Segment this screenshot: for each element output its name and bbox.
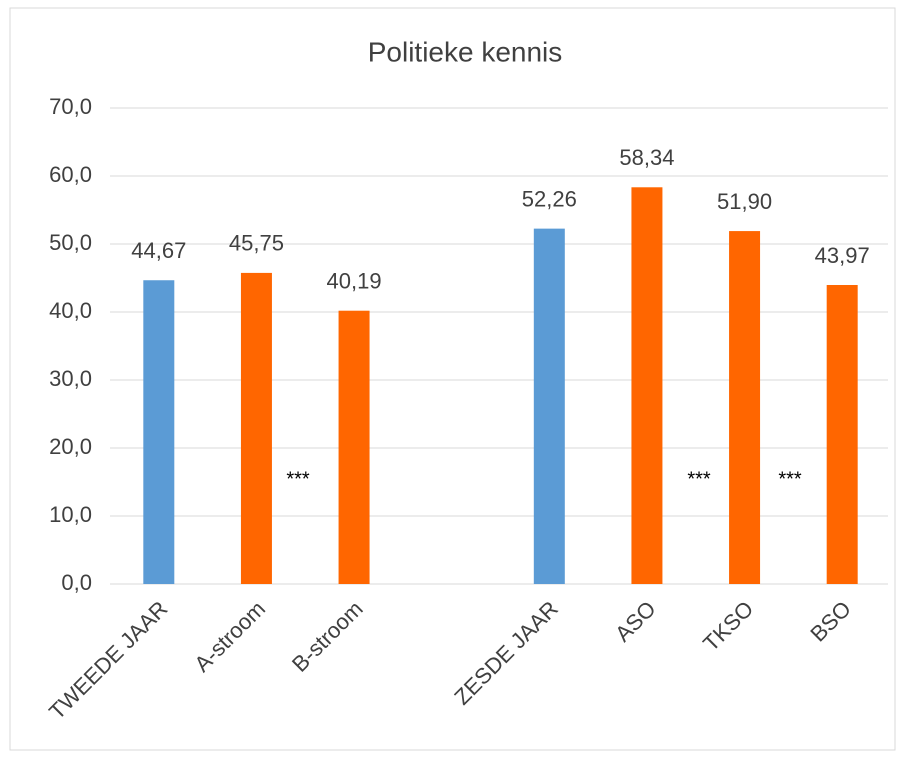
bar xyxy=(338,310,370,584)
y-tick-label: 40,0 xyxy=(49,298,92,323)
value-label: 58,34 xyxy=(619,145,674,170)
value-label: 43,97 xyxy=(815,243,870,268)
value-label: 45,75 xyxy=(229,231,284,256)
value-label: 40,19 xyxy=(327,269,382,294)
annotation: *** xyxy=(286,468,310,490)
bar xyxy=(143,280,175,584)
y-tick-label: 0,0 xyxy=(61,570,92,595)
annotation: *** xyxy=(687,468,711,490)
y-tick-label: 70,0 xyxy=(49,94,92,119)
value-label: 52,26 xyxy=(522,186,577,211)
y-tick-label: 20,0 xyxy=(49,434,92,459)
y-tick-label: 10,0 xyxy=(49,502,92,527)
y-tick-label: 60,0 xyxy=(49,162,92,187)
y-tick-label: 30,0 xyxy=(49,366,92,391)
y-tick-label: 50,0 xyxy=(49,230,92,255)
bar xyxy=(240,272,272,584)
value-label: 51,90 xyxy=(717,189,772,214)
annotation: *** xyxy=(778,468,802,490)
bar xyxy=(826,285,858,584)
chart-title: Politieke kennis xyxy=(368,36,563,67)
bar xyxy=(729,231,761,584)
bar xyxy=(533,228,565,584)
value-label: 44,67 xyxy=(131,238,186,263)
bar xyxy=(631,187,663,584)
